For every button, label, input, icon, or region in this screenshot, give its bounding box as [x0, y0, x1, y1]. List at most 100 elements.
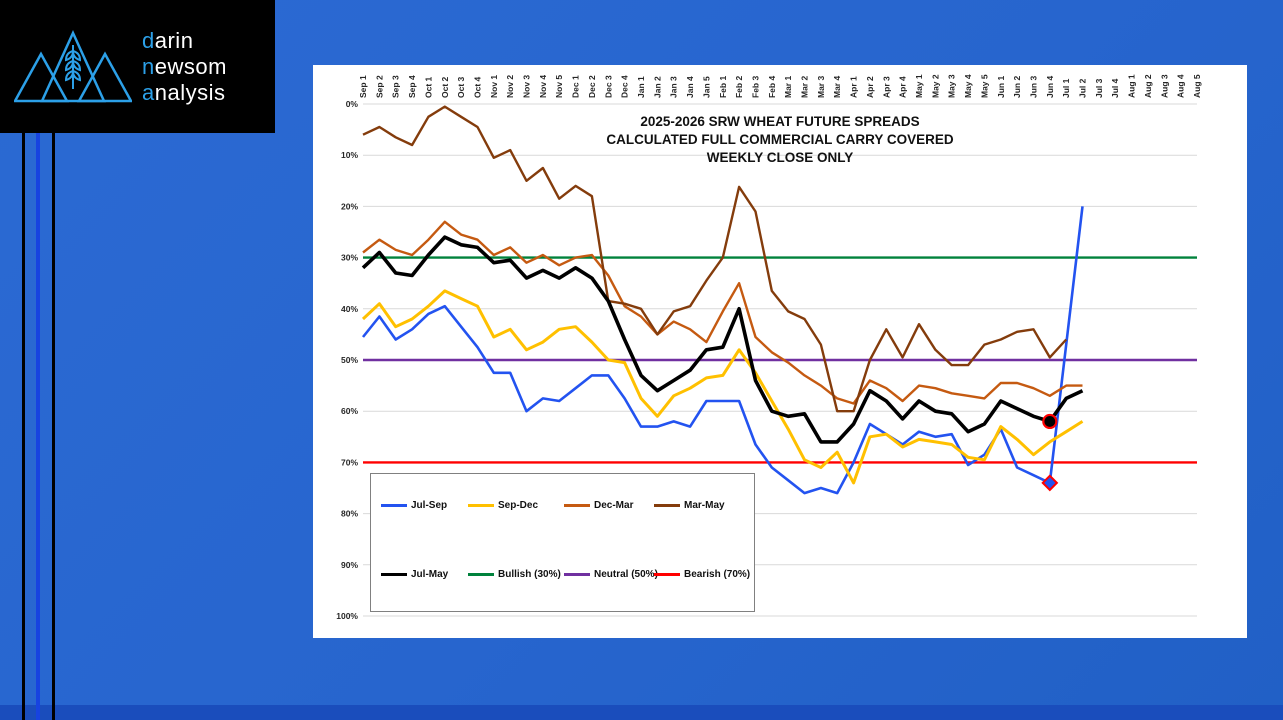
mountain-wheat-icon — [14, 29, 132, 102]
y-tick-label: 10% — [341, 150, 358, 160]
x-tick-label: Apr 4 — [898, 76, 908, 98]
x-tick-label: Dec 3 — [603, 75, 613, 98]
legend-swatch — [381, 572, 407, 577]
dna-logo: darin newsom analysis — [0, 0, 275, 133]
x-tick-label: Jun 4 — [1045, 76, 1055, 98]
legend-item-jul-sep: Jul-Sep — [381, 500, 447, 511]
x-tick-label: May 3 — [947, 74, 957, 98]
series-line-sep-dec — [361, 289, 1084, 485]
spread-line-chart: 0% 10% 20% 30% 40% 50% 60% 70% 80% 90% 100% Sep 1 Se… — [336, 74, 1202, 621]
x-tick-label: Dec 1 — [571, 75, 581, 98]
x-tick-label: Feb 3 — [750, 76, 760, 98]
y-tick-label: 40% — [341, 304, 358, 314]
x-tick-label: Oct 2 — [440, 76, 450, 98]
y-tick-label: 70% — [341, 457, 358, 467]
left-stripe-blue — [36, 133, 40, 720]
legend-item-mar-may: Mar-May — [654, 500, 725, 511]
x-tick-label: Jan 5 — [701, 76, 711, 98]
x-tick-label: Sep 2 — [374, 75, 384, 98]
x-tick-label: Nov 5 — [554, 75, 564, 98]
legend-label: Bearish (70%) — [684, 569, 751, 580]
marker-circle — [1042, 413, 1058, 430]
x-tick-label: Feb 2 — [734, 76, 744, 98]
x-tick-label: Aug 5 — [1192, 74, 1202, 98]
x-tick-label: Jul 1 — [1061, 78, 1071, 98]
x-tick-label: Apr 2 — [865, 76, 875, 98]
left-stripe-black-1 — [22, 133, 25, 720]
y-tick-label: 50% — [341, 355, 358, 365]
x-tick-label: Sep 3 — [391, 75, 401, 98]
x-tick-label: May 1 — [914, 74, 924, 98]
legend-item-bullish-30: Bullish (30%) — [468, 569, 561, 580]
y-tick-label: 30% — [341, 253, 358, 263]
x-tick-label: Jul 2 — [1078, 78, 1088, 98]
x-tick-label: Oct 3 — [456, 76, 466, 98]
x-tick-label: Nov 3 — [522, 75, 532, 98]
legend-label: Sep-Dec — [498, 500, 539, 511]
series-line-mar-may — [362, 105, 1068, 413]
legend-label: Dec-Mar — [594, 500, 634, 511]
x-tick-label: Jan 2 — [652, 76, 662, 98]
x-tick-label: Nov 1 — [489, 75, 499, 98]
legend-label: Jul-Sep — [411, 500, 448, 511]
series-line-jul-may — [361, 235, 1084, 444]
x-tick-label: Apr 1 — [849, 76, 859, 98]
legend-swatch — [564, 503, 590, 508]
y-tick-label: 100% — [336, 611, 358, 621]
legend-label: Neutral (50%) — [594, 569, 658, 580]
x-tick-label: May 5 — [979, 74, 989, 98]
x-tick-label: Aug 1 — [1127, 74, 1137, 98]
legend-swatch — [654, 503, 680, 508]
x-tick-label: May 4 — [963, 74, 973, 98]
legend-swatch — [468, 572, 494, 577]
legend-swatch — [381, 503, 407, 508]
x-tick-label: Jan 1 — [636, 76, 646, 98]
x-tick-label: Nov 2 — [505, 75, 515, 98]
x-tick-label: Dec 2 — [587, 75, 597, 98]
legend-item-neutral-50: Neutral (50%) — [564, 569, 658, 580]
x-tick-label: Oct 1 — [423, 76, 433, 98]
x-tick-label: May 2 — [930, 74, 940, 98]
marker-diamond — [1041, 474, 1059, 492]
x-tick-label: Jun 2 — [1012, 76, 1022, 98]
x-tick-label: Mar 1 — [783, 76, 793, 98]
x-tick-label: Jul 4 — [1110, 78, 1120, 98]
x-tick-label: Oct 4 — [472, 76, 482, 98]
series-line-jul-sep — [361, 206, 1084, 495]
x-tick-label: Jan 4 — [685, 76, 695, 98]
legend-swatch — [468, 503, 494, 508]
legend-swatch — [564, 572, 590, 577]
chart-panel: 2025-2026 SRW WHEAT FUTURE SPREADS CALCU… — [313, 65, 1247, 638]
y-tick-label: 20% — [341, 201, 358, 211]
x-tick-label: Apr 3 — [881, 76, 891, 98]
x-tick-label: Dec 4 — [620, 75, 630, 98]
chart-legend: Jul-Sep Sep-Dec Dec-Mar Mar-May Jul-May Bulli… — [370, 473, 755, 612]
y-tick-label: 80% — [341, 509, 358, 519]
logo-wordmark: darin newsom analysis — [142, 27, 227, 105]
legend-item-dec-mar: Dec-Mar — [564, 500, 633, 511]
x-tick-label: Aug 4 — [1176, 74, 1186, 98]
legend-label: Jul-May — [411, 569, 449, 580]
x-tick-label: Jul 3 — [1094, 78, 1104, 98]
left-stripe-black-2 — [52, 133, 55, 720]
legend-item-sep-dec: Sep-Dec — [468, 500, 538, 511]
x-tick-label: Mar 4 — [832, 76, 842, 98]
y-tick-label: 90% — [341, 560, 358, 570]
bottom-accent-bar — [0, 705, 1283, 720]
legend-label: Bullish (30%) — [498, 569, 561, 580]
legend-item-bearish-70: Bearish (70%) — [654, 569, 750, 580]
x-tick-label: Jan 3 — [669, 76, 679, 98]
x-tick-label: Feb 1 — [718, 76, 728, 98]
x-tick-label: Jun 1 — [996, 76, 1006, 98]
x-tick-label: Mar 2 — [800, 76, 810, 98]
x-tick-label: Feb 4 — [767, 76, 777, 98]
x-tick-label: Sep 4 — [407, 75, 417, 98]
x-tick-label: Aug 2 — [1143, 74, 1153, 98]
x-tick-label: Jun 3 — [1028, 76, 1038, 98]
x-tick-label: Aug 3 — [1159, 74, 1169, 98]
legend-swatch — [654, 572, 680, 577]
y-tick-label: 0% — [346, 99, 359, 109]
x-tick-label: Nov 4 — [538, 75, 548, 98]
series-line-dec-mar — [362, 220, 1083, 405]
